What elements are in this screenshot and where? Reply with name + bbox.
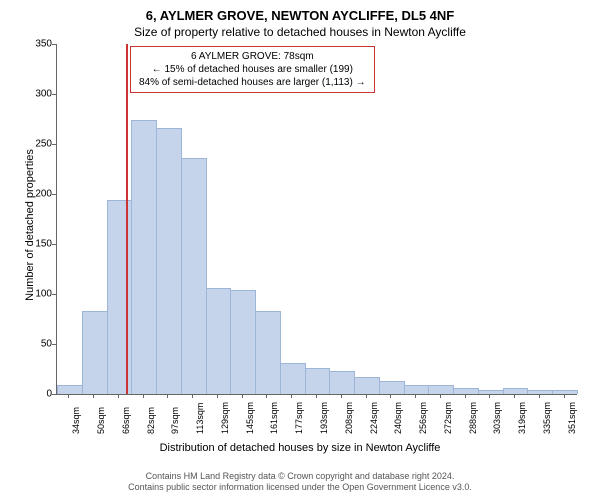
x-tick-label: 351sqm xyxy=(567,402,577,434)
x-tick-label: 145sqm xyxy=(245,402,255,434)
footer-line1: Contains HM Land Registry data © Crown c… xyxy=(0,471,600,483)
histogram-bar xyxy=(404,385,430,394)
histogram-bar xyxy=(329,371,355,394)
y-tick-mark xyxy=(52,244,56,245)
x-axis-label: Distribution of detached houses by size … xyxy=(0,442,600,454)
histogram-bar xyxy=(131,120,157,394)
histogram-bar xyxy=(230,290,256,394)
x-tick-label: 193sqm xyxy=(319,402,329,434)
x-tick-mark xyxy=(217,394,218,398)
y-tick-mark xyxy=(52,94,56,95)
x-tick-mark xyxy=(167,394,168,398)
x-tick-mark xyxy=(291,394,292,398)
x-tick-mark xyxy=(143,394,144,398)
chart-container: 6, AYLMER GROVE, NEWTON AYCLIFFE, DL5 4N… xyxy=(0,0,600,500)
y-tick-label: 300 xyxy=(24,89,52,100)
histogram-bar xyxy=(82,311,108,394)
x-tick-label: 50sqm xyxy=(96,407,106,434)
histogram-bar xyxy=(107,200,133,394)
x-tick-label: 113sqm xyxy=(195,403,205,434)
x-tick-mark xyxy=(539,394,540,398)
x-tick-label: 272sqm xyxy=(443,402,453,434)
x-tick-mark xyxy=(390,394,391,398)
histogram-bar xyxy=(527,390,553,394)
histogram-bar xyxy=(354,377,380,394)
y-tick-label: 150 xyxy=(24,239,52,250)
histogram-bar xyxy=(305,368,331,394)
x-tick-mark xyxy=(440,394,441,398)
x-tick-mark xyxy=(514,394,515,398)
chart-subtitle: Size of property relative to detached ho… xyxy=(0,23,600,39)
x-tick-label: 303sqm xyxy=(492,402,502,434)
x-tick-label: 177sqm xyxy=(294,402,304,434)
x-tick-label: 335sqm xyxy=(542,402,552,434)
x-tick-mark xyxy=(564,394,565,398)
x-tick-mark xyxy=(242,394,243,398)
y-tick-mark xyxy=(52,44,56,45)
x-tick-label: 208sqm xyxy=(344,402,354,434)
histogram-bar xyxy=(206,288,232,394)
histogram-bar xyxy=(181,158,207,394)
histogram-bar xyxy=(503,388,529,394)
x-tick-mark xyxy=(341,394,342,398)
footer-text: Contains HM Land Registry data © Crown c… xyxy=(0,471,600,494)
y-tick-mark xyxy=(52,194,56,195)
histogram-bar xyxy=(156,128,182,394)
x-tick-label: 161sqm xyxy=(269,402,279,434)
y-tick-label: 0 xyxy=(24,389,52,400)
y-tick-mark xyxy=(52,294,56,295)
histogram-bar xyxy=(379,381,405,394)
y-tick-mark xyxy=(52,344,56,345)
footer-line2: Contains public sector information licen… xyxy=(0,482,600,494)
x-tick-mark xyxy=(465,394,466,398)
x-tick-label: 97sqm xyxy=(170,407,180,434)
histogram-bar xyxy=(280,363,306,394)
x-tick-mark xyxy=(366,394,367,398)
histogram-bar xyxy=(57,385,83,394)
histogram-bar xyxy=(255,311,281,394)
x-tick-mark xyxy=(266,394,267,398)
x-tick-mark xyxy=(192,394,193,398)
x-tick-mark xyxy=(415,394,416,398)
y-tick-label: 200 xyxy=(24,189,52,200)
histogram-bar xyxy=(478,390,504,394)
y-tick-label: 50 xyxy=(24,339,52,350)
plot-area xyxy=(56,44,577,395)
x-tick-label: 82sqm xyxy=(146,407,156,434)
x-tick-label: 240sqm xyxy=(393,402,403,434)
x-tick-mark xyxy=(316,394,317,398)
x-tick-mark xyxy=(489,394,490,398)
x-tick-label: 224sqm xyxy=(369,402,379,434)
x-tick-mark xyxy=(118,394,119,398)
x-tick-mark xyxy=(68,394,69,398)
y-tick-label: 250 xyxy=(24,139,52,150)
histogram-bar xyxy=(428,385,454,394)
x-tick-label: 319sqm xyxy=(517,402,527,434)
y-tick-mark xyxy=(52,394,56,395)
chart-title: 6, AYLMER GROVE, NEWTON AYCLIFFE, DL5 4N… xyxy=(0,0,600,23)
x-tick-label: 129sqm xyxy=(220,402,230,434)
y-tick-label: 350 xyxy=(24,39,52,50)
x-tick-label: 256sqm xyxy=(418,402,428,434)
property-marker-line xyxy=(126,44,128,394)
y-tick-mark xyxy=(52,144,56,145)
x-tick-label: 288sqm xyxy=(468,402,478,434)
histogram-bar xyxy=(453,388,479,394)
histogram-bar xyxy=(552,390,578,394)
x-tick-mark xyxy=(93,394,94,398)
x-tick-label: 34sqm xyxy=(71,407,81,434)
y-tick-label: 100 xyxy=(24,289,52,300)
x-tick-label: 66sqm xyxy=(121,407,131,434)
